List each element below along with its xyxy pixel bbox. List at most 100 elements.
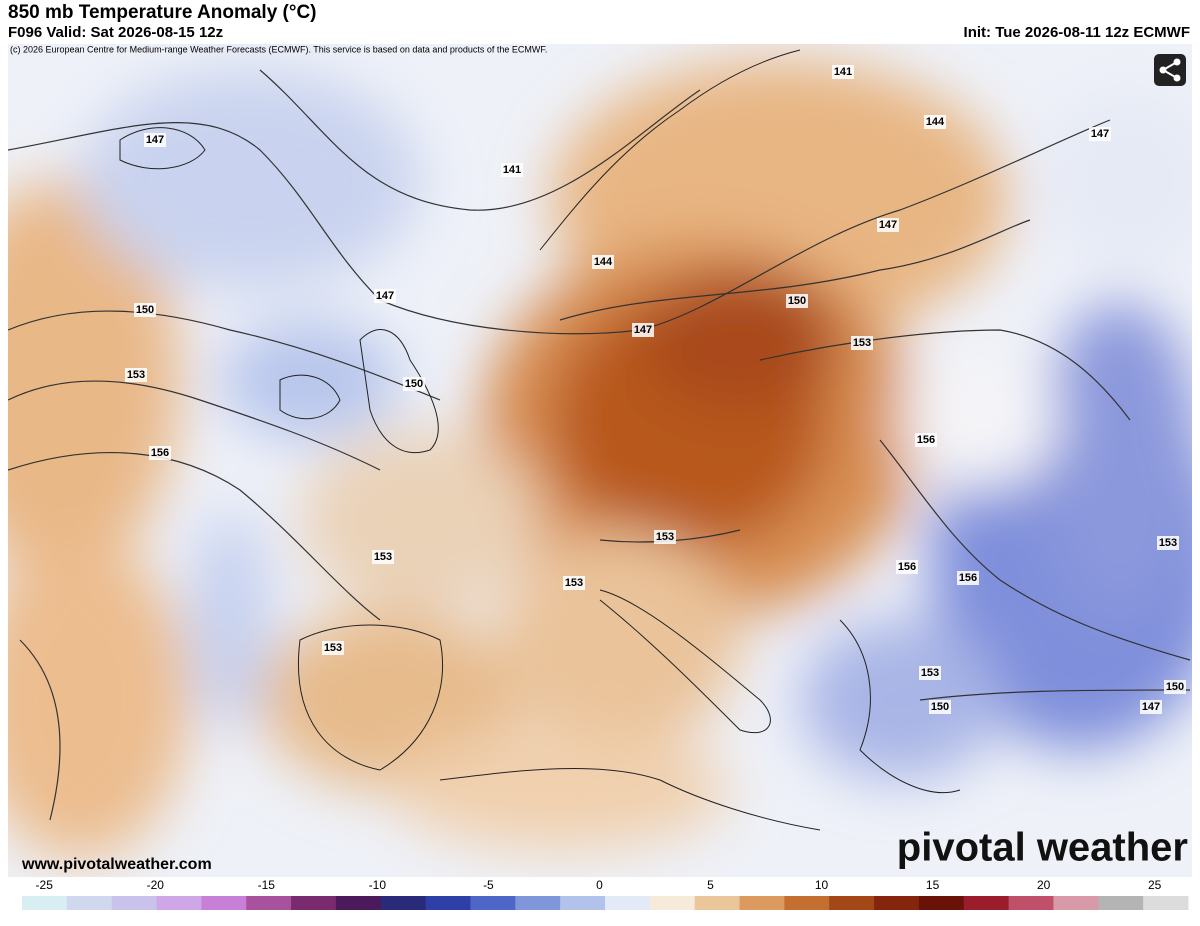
contour-label-bg [832,65,854,79]
contour-label: 153 [324,642,342,654]
contour-label-bg [149,446,171,460]
copyright: (c) 2026 European Centre for Medium-rang… [10,44,547,54]
colorbar-tick-label: 15 [926,878,940,892]
colorbar-swatch [156,896,202,910]
colorbar-swatch [605,896,651,910]
contour-label: 147 [146,134,164,146]
share-button[interactable] [1154,54,1186,86]
contour-label-bg [919,666,941,680]
contour-label: 147 [376,290,394,302]
contour-label: 153 [374,551,392,563]
contour-label: 150 [136,304,154,316]
contour-label: 147 [634,324,652,336]
contour-label-bg [1164,680,1186,694]
contour-label-bg [1157,536,1179,550]
contour-label: 156 [959,572,977,584]
colorbar-swatch [739,896,785,910]
colorbar-swatch [515,896,561,910]
contour-label: 153 [1159,537,1177,549]
colorbar-swatch [829,896,875,910]
colorbar-tick-label: -5 [483,878,494,892]
contour-labels: 147 141 141 144 147 144 147 147 150 147 150 153 153 1… [125,65,1186,714]
contour-label-bg [592,255,614,269]
colorbar-swatch [918,896,965,910]
contour-label-bg [1089,127,1111,141]
contour-label: 144 [926,116,945,128]
colorbar-swatch [425,896,471,910]
init-time: Init: Tue 2026-08-11 12z ECMWF [964,24,1190,41]
colorbar-tick-label: -15 [258,878,276,892]
contour-label: 150 [788,295,806,307]
contour-label: 147 [1142,701,1160,713]
colorbar-swatch [1143,896,1189,910]
colorbar-swatch [246,896,292,910]
contour-label: 156 [151,447,169,459]
valid-time: F096 Valid: Sat 2026-08-15 12z [8,24,223,41]
colorbar-tick-label: -20 [147,878,165,892]
contour-label-bg [322,641,344,655]
contour-label-bg [1140,700,1162,714]
contour-label: 153 [921,667,939,679]
contour-label-bg [134,303,156,317]
website: www.pivotalweather.com [21,856,212,873]
colorbar-swatch [649,896,696,910]
contour-label-bg [786,294,808,308]
contour-label-bg [915,433,937,447]
title: 850 mb Temperature Anomaly (°C) [8,2,317,23]
colorbar-tick-label: 10 [815,878,829,892]
colorbar-swatch [111,896,158,910]
map: 147 141 141 144 147 144 147 147 150 147 150 153 153 1… [8,44,1192,877]
contour-label: 141 [503,164,521,176]
contour-label-bg [563,576,585,590]
coastlines [119,49,961,831]
anomaly-field [8,60,1192,860]
contour-label-bg [929,700,951,714]
contour-label: 144 [594,256,613,268]
contour-label-bg [144,133,166,147]
colorbar-tick-label: 5 [707,878,714,892]
contour-label-bg [924,115,946,129]
contour-label-bg [374,289,396,303]
colorbar-tick-label: 25 [1148,878,1162,892]
colorbar-swatch [694,896,741,910]
height-contours [8,69,1191,821]
colorbar-swatch [470,896,516,910]
colorbar-swatch [874,896,920,910]
contour-label: 153 [853,337,871,349]
colorbar-tick-label: 0 [596,878,603,892]
contour-label: 147 [1091,128,1109,140]
colorbar-swatch [1098,896,1144,910]
contour-label-bg [896,560,918,574]
colorbar-swatch [1008,896,1054,910]
colorbar-swatch [201,896,247,910]
logo: pivotal weather [897,826,1188,870]
colorbar-tick-label: 20 [1037,878,1051,892]
contour-label: 153 [565,577,583,589]
contour-label: 153 [127,369,145,381]
contour-label: 156 [917,434,935,446]
colorbar-swatch [335,896,382,910]
contour-label: 150 [931,701,949,713]
colorbar-tick-label: -10 [369,878,387,892]
colorbar-swatch [784,896,830,910]
colorbar: -25 -20 -15 -10 -5 0 5 10 15 20 25 [22,878,1189,910]
colorbar-swatch [963,896,1010,910]
contour-label-bg [632,323,654,337]
contour-label-bg [957,571,979,585]
contour-label-bg [372,550,394,564]
contour-label-bg [125,368,147,382]
contour-label: 156 [898,561,916,573]
contour-label: 153 [656,531,674,543]
colorbar-swatch [380,896,427,910]
contour-label: 147 [879,219,897,231]
contour-label: 150 [1166,681,1184,693]
colorbar-swatch [1053,896,1099,910]
colorbar-swatch [291,896,337,910]
colorbar-swatch [560,896,606,910]
contour-label-bg [851,336,873,350]
contour-label-bg [877,218,899,232]
colorbar-swatch [66,896,113,910]
contour-label-bg [501,163,523,177]
